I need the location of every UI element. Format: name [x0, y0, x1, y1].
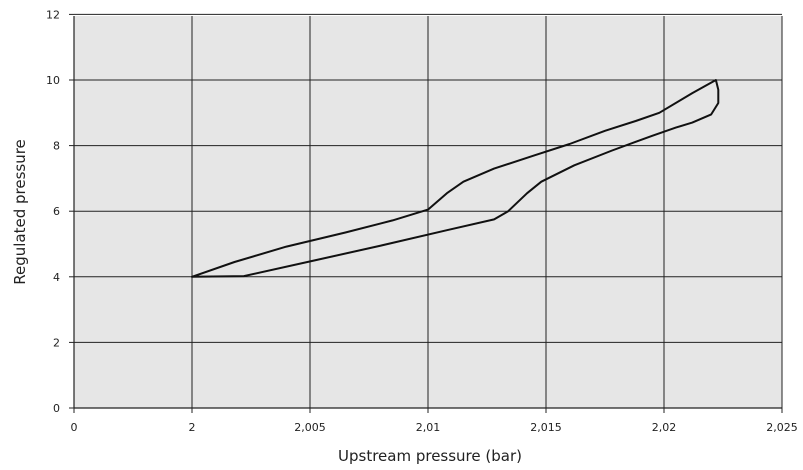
x-tick-label: 2,005 — [294, 421, 326, 434]
x-tick-label: 2,02 — [652, 421, 677, 434]
x-tick-label: 2 — [189, 421, 196, 434]
x-tick-label: 2,015 — [530, 421, 562, 434]
x-tick-labels: 0 2 2,005 2,01 2,015 2,02 2,025 — [71, 408, 798, 434]
y-axis-label: Regulated pressure — [11, 139, 29, 285]
y-tick-label: 10 — [46, 74, 60, 87]
y-tick-label: 12 — [46, 8, 60, 21]
x-tick-label: 2,01 — [416, 421, 441, 434]
y-tick-labels: 0 2 4 6 8 10 12 — [46, 8, 74, 415]
y-tick-label: 4 — [53, 271, 60, 284]
y-tick-label: 2 — [53, 336, 60, 349]
x-tick-label: 0 — [71, 421, 78, 434]
y-tick-label: 6 — [53, 205, 60, 218]
x-axis-label: Upstream pressure (bar) — [338, 447, 522, 465]
y-tick-label: 0 — [53, 402, 60, 415]
y-tick-label: 8 — [53, 140, 60, 153]
x-tick-label: 2,025 — [766, 421, 798, 434]
